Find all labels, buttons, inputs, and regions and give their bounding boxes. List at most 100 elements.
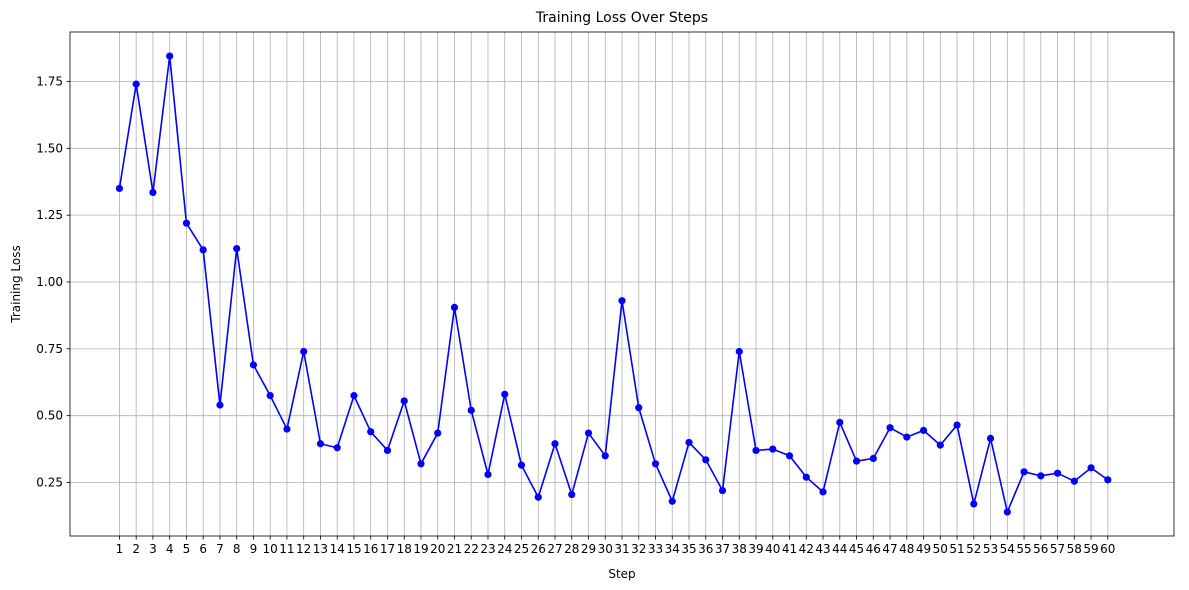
data-point [316, 440, 325, 448]
x-tick-label: 42 [799, 542, 814, 556]
data-point [886, 424, 894, 432]
x-tick-label: 54 [1000, 542, 1015, 556]
data-point [836, 418, 844, 426]
data-point [166, 52, 174, 60]
data-point [936, 441, 944, 449]
x-tick-label: 11 [279, 542, 294, 556]
x-tick-label: 36 [698, 542, 713, 556]
data-point [216, 401, 224, 409]
data-point [517, 461, 526, 469]
data-point [802, 473, 810, 481]
data-point [115, 184, 124, 193]
data-point [182, 219, 191, 227]
data-point [434, 429, 442, 437]
y-axis-ticks: 0.25 0.50 0.75 1.00 1.25 1.50 1.75 [36, 74, 70, 490]
data-point [467, 406, 475, 414]
x-tick-label: 52 [966, 542, 981, 556]
x-tick-label: 31 [614, 542, 629, 556]
x-tick-label: 6 [199, 542, 207, 556]
x-tick-label: 24 [497, 542, 512, 556]
data-point [333, 444, 341, 452]
x-tick-label: 57 [1050, 542, 1065, 556]
x-tick-label: 15 [346, 542, 361, 556]
x-tick-label: 58 [1067, 542, 1082, 556]
data-point [149, 188, 157, 197]
x-tick-label: 27 [547, 542, 562, 556]
data-point [635, 404, 643, 412]
x-tick-label: 5 [183, 542, 191, 556]
data-point [383, 446, 392, 455]
x-axis-ticks: 1 2 3 4 5 6 7 8 9 10 11 12 13 14 15 16 17 18 19 20 21 22 23 24 2… [116, 536, 1115, 556]
x-tick-label: 3 [149, 542, 157, 556]
data-point [986, 434, 995, 443]
series-layer [115, 52, 1112, 516]
data-point [735, 347, 743, 356]
data-point [551, 440, 559, 448]
x-tick-label: 13 [313, 542, 328, 556]
data-point [769, 445, 777, 453]
x-tick-label: 23 [480, 542, 495, 556]
y-tick-label: 1.00 [36, 275, 63, 289]
y-axis-label: Training Loss [9, 245, 23, 323]
data-point [283, 425, 291, 433]
data-point [970, 500, 978, 508]
data-point [484, 470, 492, 479]
x-tick-label: 39 [748, 542, 763, 556]
x-tick-label: 2 [132, 542, 140, 556]
data-point [584, 429, 593, 437]
data-point [903, 433, 911, 441]
y-tick-label: 1.50 [36, 141, 63, 155]
x-tick-label: 56 [1033, 542, 1048, 556]
x-tick-label: 49 [916, 542, 931, 556]
x-tick-label: 18 [397, 542, 412, 556]
data-point [1037, 472, 1045, 480]
x-tick-label: 32 [631, 542, 646, 556]
x-tick-label: 8 [233, 542, 241, 556]
data-point [1003, 508, 1011, 516]
data-point [852, 457, 861, 465]
x-tick-label: 16 [363, 542, 378, 556]
data-point [702, 456, 710, 464]
x-tick-label: 40 [765, 542, 780, 556]
data-point [618, 297, 626, 305]
data-point [367, 428, 375, 436]
data-point [199, 246, 207, 254]
x-tick-label: 9 [250, 542, 258, 556]
x-tick-label: 59 [1083, 542, 1098, 556]
x-tick-label: 7 [216, 542, 224, 556]
data-point [249, 361, 258, 369]
x-tick-label: 17 [380, 542, 395, 556]
x-tick-label: 48 [899, 542, 914, 556]
x-tick-label: 60 [1100, 542, 1115, 556]
data-point [1104, 476, 1112, 484]
x-tick-label: 34 [665, 542, 680, 556]
data-point [1020, 468, 1028, 476]
y-tick-label: 0.75 [36, 342, 63, 356]
data-point [233, 244, 241, 253]
data-point [601, 452, 609, 460]
y-tick-label: 1.75 [36, 74, 63, 88]
x-tick-label: 50 [933, 542, 948, 556]
x-tick-label: 53 [983, 542, 998, 556]
x-tick-label: 41 [782, 542, 797, 556]
x-tick-label: 35 [681, 542, 696, 556]
series-line [118, 55, 1109, 513]
data-point [568, 490, 576, 499]
data-point [668, 497, 676, 505]
data-point [132, 80, 140, 88]
x-tick-label: 44 [832, 542, 847, 556]
x-tick-label: 46 [866, 542, 881, 556]
x-tick-label: 10 [263, 542, 278, 556]
x-tick-label: 19 [413, 542, 428, 556]
data-point [1053, 469, 1062, 477]
x-tick-label: 12 [296, 542, 311, 556]
data-point [651, 460, 660, 468]
x-tick-label: 55 [1016, 542, 1031, 556]
data-point [501, 390, 509, 398]
y-tick-label: 1.25 [36, 208, 63, 222]
data-point [752, 446, 760, 455]
data-point [300, 347, 308, 356]
